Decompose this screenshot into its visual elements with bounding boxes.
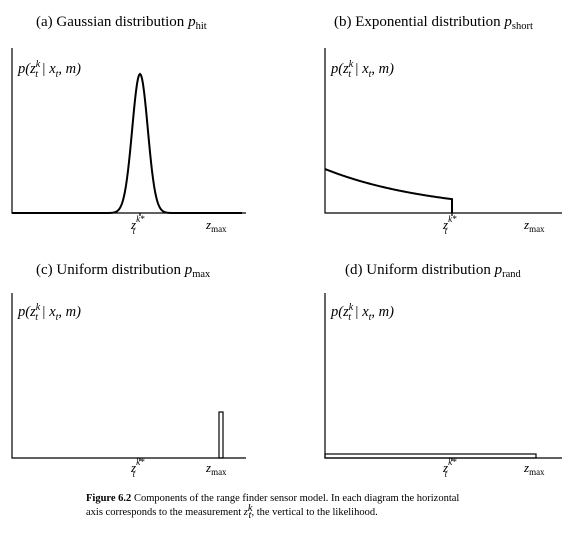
panel-title: (d) Uniform distribution prand	[345, 262, 521, 280]
x-tick-label-zstar: zk* t	[442, 214, 457, 236]
y-axis-label: p(zk t | xt, m)	[330, 302, 394, 323]
caption-line-2: axis corresponds to the measurement zk t,…	[86, 503, 378, 521]
panel-a: (a) Gaussian distribution phit p(zk t | xt…	[11, 14, 246, 236]
y-axis-label: p(zk t | xt, m)	[17, 59, 81, 80]
x-tick-label-zmax: zmax	[523, 217, 545, 234]
x-tick-label-zmax: zmax	[205, 460, 227, 477]
panel-d: (d) Uniform distribution prand p(zk t | xt…	[324, 262, 562, 479]
axes	[324, 48, 562, 214]
gaussian-curve	[12, 72, 242, 214]
panel-title: (b) Exponential distribution pshort	[334, 14, 533, 32]
caption-line-1: Figure 6.2 Components of the range finde…	[86, 493, 459, 504]
panel-b: (b) Exponential distribution pshort p(zk t…	[324, 14, 562, 236]
x-tick-label-zstar: zk* t	[130, 214, 145, 236]
x-tick-label-zstar: zk* t	[130, 457, 145, 479]
y-axis-label: p(zk t | xt, m)	[330, 59, 394, 80]
uniform-spike	[218, 411, 224, 459]
panel-c: (c) Uniform distribution pmax p(zk t | xt,…	[11, 262, 246, 479]
panel-title: (a) Gaussian distribution phit	[36, 14, 207, 32]
x-tick-label-zmax: zmax	[523, 460, 545, 477]
exponential-curve	[324, 168, 453, 213]
x-tick-label-zmax: zmax	[205, 217, 227, 234]
x-tick-label-zstar: zk* t	[442, 457, 457, 479]
panel-title: (c) Uniform distribution pmax	[36, 262, 211, 280]
uniform-band	[324, 453, 537, 459]
axes	[11, 293, 246, 459]
y-axis-label: p(zk t | xt, m)	[17, 302, 81, 323]
